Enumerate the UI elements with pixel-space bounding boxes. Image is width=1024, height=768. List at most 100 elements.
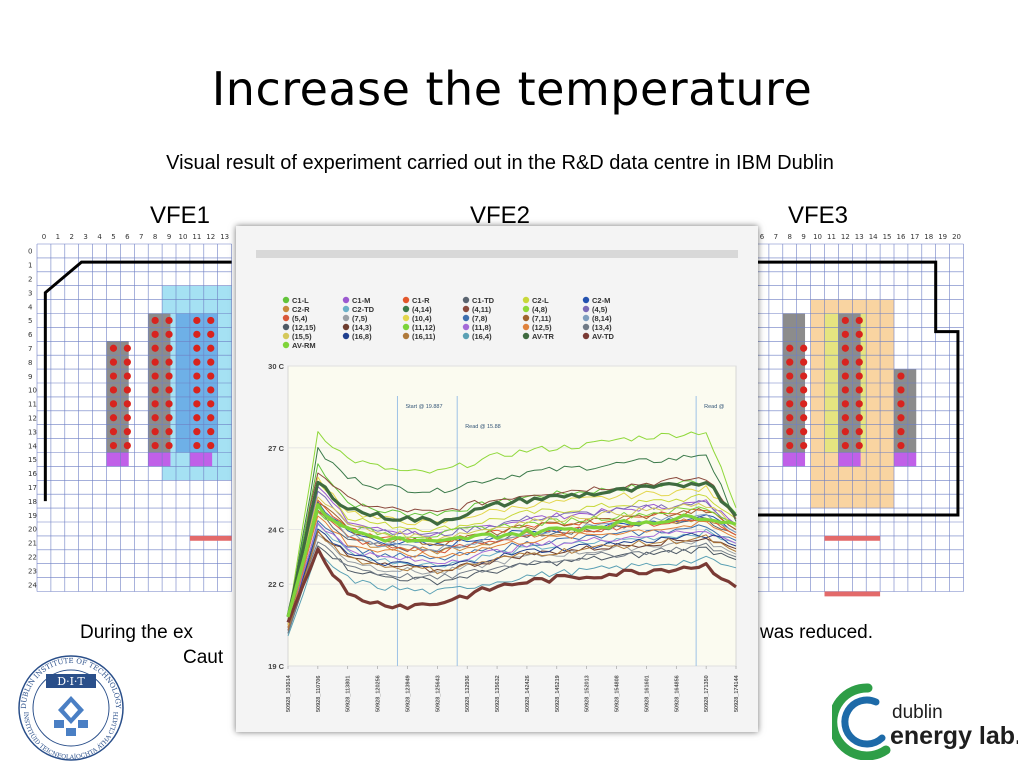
legend-label: (16,4) bbox=[472, 332, 492, 341]
row-label: 20 bbox=[28, 526, 37, 534]
legend-label: AV-TD bbox=[592, 332, 615, 341]
series-line-125 bbox=[287, 515, 737, 628]
sensor-dot bbox=[165, 414, 173, 422]
sensor-dot bbox=[207, 441, 215, 450]
sensor-dot bbox=[109, 441, 118, 450]
row-label: 4 bbox=[28, 303, 33, 311]
sensor-dot bbox=[123, 428, 131, 436]
sensor-dot bbox=[841, 441, 849, 450]
sensor-dot bbox=[841, 400, 849, 408]
sensor-dot bbox=[897, 428, 905, 436]
x-tick-label: 50928_120256 bbox=[376, 675, 382, 712]
legend-label: (14,3) bbox=[352, 323, 372, 332]
sensor-dot bbox=[109, 400, 118, 408]
sensor-dot bbox=[897, 414, 905, 422]
x-tick-label: 50928_174144 bbox=[734, 674, 740, 712]
sensor-dot bbox=[786, 400, 794, 408]
sensor-dot bbox=[123, 372, 131, 380]
dit-logo: DUBLIN INSTITUTE OF TECHNOLOGY INSTITIÚI… bbox=[18, 655, 124, 761]
col-label: 3 bbox=[83, 233, 87, 241]
sensor-dot bbox=[786, 414, 794, 422]
legend-label: (12,15) bbox=[292, 323, 316, 332]
row-label: 10 bbox=[28, 387, 37, 395]
sensor-dot bbox=[855, 414, 863, 422]
sensor-dot bbox=[855, 372, 863, 380]
legend-marker bbox=[582, 332, 590, 340]
sensor-dot bbox=[207, 330, 215, 338]
row-label: 7 bbox=[28, 345, 32, 353]
legend-label: AV-TR bbox=[532, 332, 555, 341]
sensor-dot bbox=[207, 372, 215, 380]
row-label: 21 bbox=[28, 540, 37, 548]
sensor-dot bbox=[151, 316, 159, 325]
row-label: 0 bbox=[28, 248, 32, 256]
x-tick-label: 50928_161601 bbox=[644, 675, 650, 712]
y-tick-label: 24 C bbox=[268, 526, 284, 535]
series-line-814 bbox=[287, 504, 737, 631]
series-line-C1M bbox=[287, 486, 737, 623]
sensor-dot bbox=[123, 441, 131, 450]
series-line-1611 bbox=[287, 529, 737, 631]
legend-label: (15,5) bbox=[292, 332, 312, 341]
del-line1: dublin bbox=[892, 702, 943, 723]
x-tick-label: 50928_125643 bbox=[435, 675, 441, 712]
sensor-dot bbox=[855, 441, 863, 450]
legend-marker bbox=[342, 314, 350, 322]
series-line-168 bbox=[287, 528, 737, 631]
legend-marker bbox=[282, 314, 290, 322]
sensor-dot bbox=[855, 386, 863, 394]
legend-label: (5,4) bbox=[292, 314, 308, 323]
sensor-dot bbox=[123, 344, 131, 352]
slide-subtitle: Visual result of experiment carried out … bbox=[166, 152, 834, 174]
sensor-dot bbox=[109, 344, 118, 352]
row-label: 3 bbox=[28, 289, 32, 297]
sensor-dot bbox=[109, 358, 118, 366]
x-tick-label: 50928_123949 bbox=[405, 675, 411, 712]
sensor-dot bbox=[193, 330, 201, 338]
sensor-dot bbox=[800, 358, 808, 366]
crac-unit bbox=[148, 452, 171, 467]
sensor-dot bbox=[841, 414, 849, 422]
crac-unit bbox=[894, 452, 917, 467]
series-line-104 bbox=[287, 476, 737, 623]
legend-marker bbox=[462, 305, 470, 313]
sensor-dot bbox=[841, 358, 849, 366]
x-tick-label: 50928_145219 bbox=[555, 675, 561, 712]
sensor-dot bbox=[841, 316, 849, 325]
legend-marker bbox=[462, 314, 470, 322]
legend-label: C2-R bbox=[292, 305, 310, 314]
row-label: 9 bbox=[28, 373, 32, 381]
sensor-dot bbox=[151, 400, 159, 408]
floorplan-right: 6 7 8 9 10 11 12 13 14 15 16 17 18 19 20 bbox=[755, 233, 964, 597]
sensor-dot bbox=[855, 330, 863, 338]
vfe1-label: VFE1 bbox=[150, 202, 211, 229]
legend-label: (8,14) bbox=[592, 314, 612, 323]
sensor-dot bbox=[786, 372, 794, 380]
sensor-dot bbox=[207, 428, 215, 436]
series-line-54 bbox=[287, 511, 737, 631]
sensor-dot bbox=[193, 386, 201, 394]
sensor-dot bbox=[800, 414, 808, 422]
x-tick-label: 50928_110706 bbox=[316, 676, 322, 712]
legend-marker bbox=[402, 296, 410, 304]
sensor-dot bbox=[800, 428, 808, 436]
plot-area bbox=[287, 365, 737, 667]
col-label: 15 bbox=[883, 233, 892, 241]
col-label: 11 bbox=[827, 233, 836, 241]
sensor-dot bbox=[855, 400, 863, 408]
sensor-dot bbox=[109, 386, 118, 394]
sensor-dot bbox=[841, 428, 849, 436]
x-tick-label: 50928_152013 bbox=[585, 675, 591, 712]
col-label: 12 bbox=[206, 233, 215, 241]
sensor-dot bbox=[109, 372, 118, 380]
sensor-dot bbox=[123, 414, 131, 422]
legend-marker bbox=[402, 314, 410, 322]
series-line-414 bbox=[287, 447, 737, 620]
legend-marker bbox=[582, 314, 590, 322]
sensor-dot bbox=[151, 428, 159, 436]
sensor-dot bbox=[897, 386, 905, 394]
col-label: 6 bbox=[760, 233, 765, 241]
legend-marker bbox=[282, 296, 290, 304]
x-tick-label: 50928_103614 bbox=[286, 674, 292, 712]
legend-marker bbox=[582, 296, 590, 304]
